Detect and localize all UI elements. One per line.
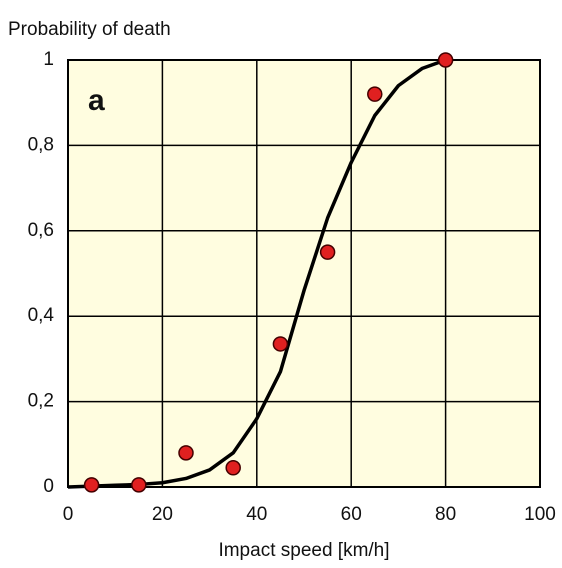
data-point (178, 445, 194, 461)
x-tick-label: 100 (524, 504, 556, 525)
x-tick-label: 0 (63, 504, 74, 525)
x-tick-label: 80 (435, 504, 456, 525)
plot-layer: 0 0,2 0,4 0,6 0,8 1 0 20 40 60 80 100 a (28, 49, 556, 525)
x-tick-label: 40 (246, 504, 267, 525)
data-point (272, 336, 289, 352)
x-tick-label: 20 (152, 504, 173, 525)
plot-frame (67, 59, 541, 488)
data-point (131, 477, 147, 493)
data-point (83, 477, 100, 493)
y-tick-label: 1 (43, 49, 54, 70)
x-axis-label: Impact speed [km/h] (218, 540, 389, 561)
plot-background (68, 60, 540, 487)
y-tick-label: 0,6 (28, 220, 54, 241)
y-tick-label: 0,8 (28, 134, 54, 155)
annotation: a (88, 84, 105, 117)
chart-title: Probability of death (8, 19, 171, 40)
y-tick-label: 0,4 (28, 305, 55, 326)
data-point (319, 244, 336, 260)
data-point (225, 460, 241, 476)
y-tick-label: 0 (43, 476, 54, 497)
data-point (437, 52, 454, 68)
data-point (367, 86, 383, 102)
x-tick-label: 60 (341, 504, 362, 525)
y-tick-label: 0,2 (28, 391, 54, 412)
fit-curve (67, 58, 447, 489)
